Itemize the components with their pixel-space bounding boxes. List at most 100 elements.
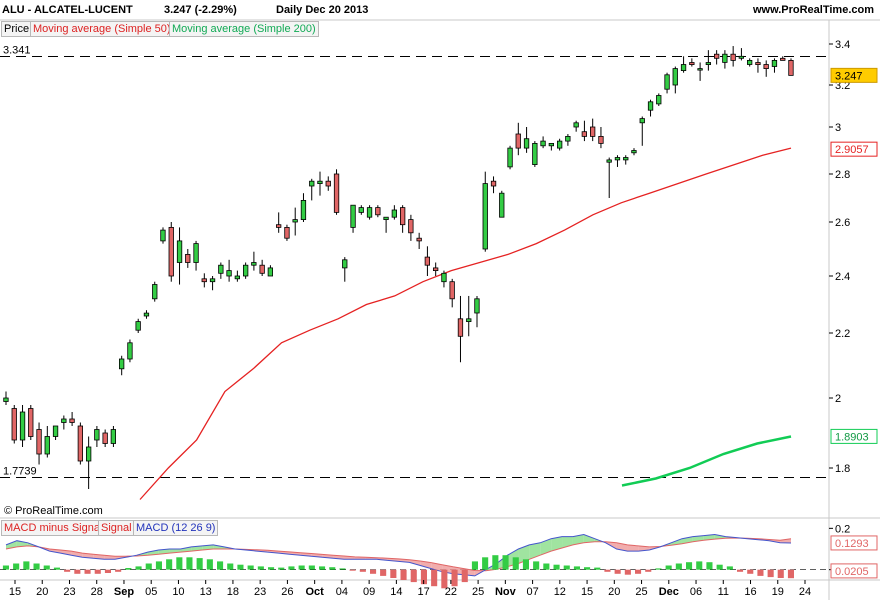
candle-body: [127, 342, 133, 360]
candle-body: [532, 142, 538, 165]
candle-body: [44, 436, 50, 455]
candle-body: [581, 131, 587, 137]
candle-body: [193, 243, 199, 263]
macd-histogram-bar: [787, 569, 794, 579]
macd-value-badge-box: [830, 535, 878, 551]
legend-price[interactable]: Price: [1, 21, 33, 37]
candle-body: [69, 418, 75, 423]
macd-y-tick-label: 0: [835, 565, 841, 577]
macd-histogram-bar: [645, 569, 652, 572]
macd-fill-segment: [224, 546, 235, 549]
macd-fill-segment: [16, 540, 28, 547]
candle-body: [424, 256, 431, 266]
macd-fill-segment: [518, 544, 530, 564]
candle-body: [565, 135, 571, 142]
candle-body: [267, 267, 274, 277]
price-y-tick-label: 3: [835, 122, 841, 134]
x-axis-tick-label: 23: [254, 586, 266, 598]
candle-body: [168, 226, 174, 277]
macd-fill-segment: [649, 546, 661, 551]
macd-fill-segment: [474, 569, 486, 576]
macd-fill-segment: [758, 538, 770, 541]
macd-fill-segment: [540, 538, 552, 556]
macd-fill-segment: [256, 549, 268, 553]
candle-body: [771, 60, 778, 67]
candle-body: [680, 64, 687, 71]
macd-fill-segment: [747, 538, 759, 540]
macd-histogram-bar: [319, 566, 326, 570]
macd-histogram-bar: [94, 569, 101, 574]
macd-histogram-bar: [726, 566, 733, 570]
macd-histogram-bar: [767, 569, 774, 578]
reference-line-label: 3.341: [3, 45, 31, 57]
ma200-badge-box: [830, 428, 878, 444]
macd-fill-segment: [562, 536, 573, 548]
macd-fill-segment: [267, 550, 279, 554]
legend-ma200[interactable]: Moving average (Simple 200): [169, 21, 319, 37]
candle-body: [573, 122, 579, 128]
candle-body: [209, 278, 216, 283]
macd-histogram-bar: [655, 568, 662, 570]
candle-body: [366, 207, 373, 218]
candle-body: [391, 209, 398, 218]
price-y-tick-label: 2.6: [835, 217, 850, 229]
macd-histogram-bar: [237, 564, 244, 570]
macd-fill-segment: [442, 564, 454, 574]
legend-ma50[interactable]: Moving average (Simple 50): [30, 21, 174, 37]
ma50-badge-box: [830, 141, 878, 157]
macd-histogram-bar: [339, 568, 346, 570]
macd-fill-segment: [409, 559, 421, 566]
macd-fill-segment: [343, 556, 355, 560]
macd-histogram-bar: [268, 567, 275, 570]
reference-line-label: 1.7739: [3, 466, 37, 478]
macd-histogram-bar: [696, 561, 703, 570]
price-y-tick-label: 2: [835, 393, 841, 405]
candle-body: [747, 60, 753, 65]
candle-body: [309, 180, 315, 187]
x-axis-tick-label: 25: [635, 586, 647, 598]
macd-fill-segment: [703, 534, 715, 541]
macd-histogram-bar: [451, 569, 458, 587]
legend-macd-line[interactable]: MACD (12 26 9): [133, 520, 219, 536]
legend-macd-signal[interactable]: Signal: [98, 520, 135, 536]
candle-body: [135, 321, 141, 331]
macd-fill-segment: [453, 566, 464, 575]
x-axis-tick-label: 23: [63, 586, 75, 598]
macd-fill-segment: [115, 556, 126, 560]
legend-macd-hist[interactable]: MACD minus Signal: [1, 520, 106, 536]
macd-histogram-bar: [217, 561, 224, 570]
candle-body: [28, 408, 34, 437]
macd-histogram-bar: [186, 557, 193, 570]
candle-body: [375, 207, 381, 216]
candle-body: [77, 425, 83, 462]
site-label: www.ProRealTime.com: [752, 4, 874, 16]
macd-histogram-bar: [573, 566, 580, 570]
macd-histogram-bar: [53, 567, 60, 570]
candle-body: [705, 62, 711, 65]
x-axis-tick-label: 24: [799, 586, 811, 598]
macd-histogram-bar: [206, 559, 213, 570]
macd-histogram-bar: [502, 555, 509, 570]
macd-fill-segment: [431, 562, 443, 572]
macd-fill-segment: [551, 536, 563, 552]
x-axis-tick-label: Dec: [659, 586, 679, 598]
candle-body: [672, 68, 678, 86]
macd-histogram-bar: [359, 569, 366, 572]
macd-histogram-bar: [431, 569, 438, 587]
macd-fill-segment: [627, 544, 639, 552]
macd-histogram-bar: [522, 559, 529, 570]
candle-body: [474, 298, 480, 314]
candle-body: [408, 219, 414, 234]
candle-body: [259, 264, 265, 274]
candle-body: [201, 278, 207, 283]
candle-body: [160, 229, 166, 242]
candle-body: [689, 62, 695, 65]
macd-fill-segment: [365, 557, 377, 560]
candle-body: [383, 216, 389, 220]
candle-body: [102, 432, 108, 444]
candle-body: [623, 157, 629, 161]
x-axis-tick-label: 26: [281, 586, 293, 598]
x-axis-tick-label: 12: [554, 586, 566, 598]
macd-histogram-bar: [74, 569, 81, 574]
